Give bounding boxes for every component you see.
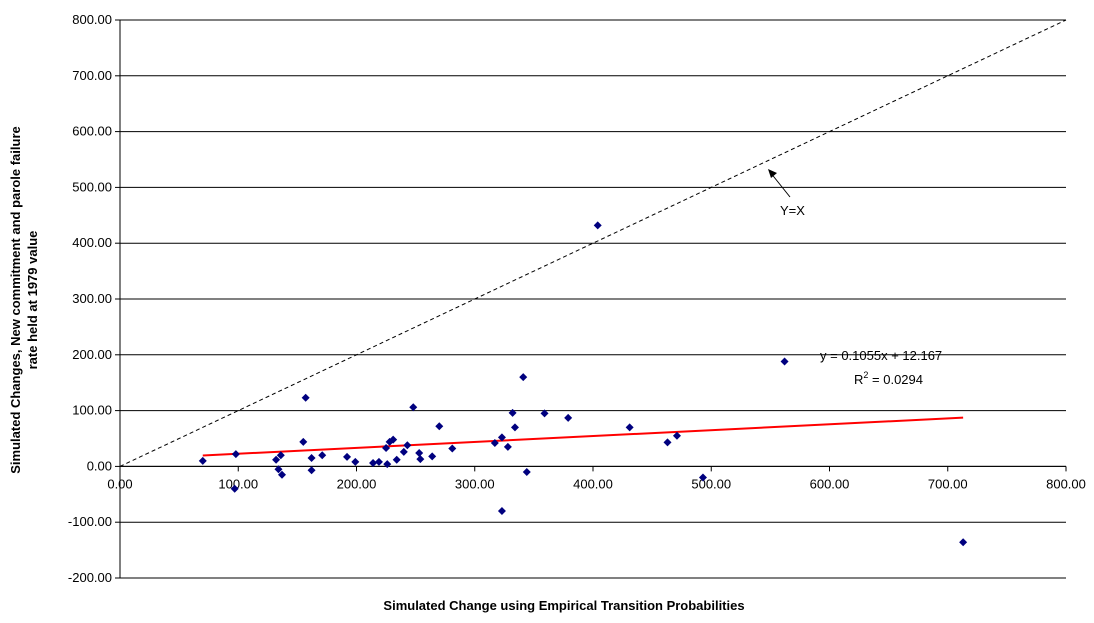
data-point bbox=[382, 443, 391, 452]
data-point bbox=[415, 449, 424, 458]
data-point bbox=[230, 484, 239, 493]
x-axis-ticks: 0.00 100.00 200.00 300.00 400.00 500.00 600.00… bbox=[107, 466, 1086, 491]
r2-prefix: R bbox=[854, 372, 863, 387]
data-points bbox=[198, 221, 968, 547]
trend-equation: y = 0.1055x + 12.167 bbox=[820, 348, 942, 363]
x-tick-label: 100.00 bbox=[218, 476, 258, 491]
data-point bbox=[351, 457, 360, 466]
data-point bbox=[278, 470, 287, 479]
y-axis-title-line-1: Simulated Changes, New commitment and pa… bbox=[8, 126, 23, 473]
y-tick-label: 600.00 bbox=[72, 124, 112, 139]
data-point bbox=[318, 451, 327, 460]
data-point bbox=[663, 438, 672, 447]
y-axis-ticks: -200.00 -100.00 0.00 100.00 200.00 300.00 400.… bbox=[68, 12, 120, 585]
y-tick-label: 300.00 bbox=[72, 291, 112, 306]
data-point bbox=[399, 447, 408, 456]
data-point bbox=[593, 221, 602, 230]
x-tick-label: 200.00 bbox=[337, 476, 377, 491]
y-tick-label: 500.00 bbox=[72, 179, 112, 194]
data-point bbox=[307, 466, 316, 475]
x-tick-label: 400.00 bbox=[573, 476, 613, 491]
data-point bbox=[198, 456, 207, 465]
data-point bbox=[490, 438, 499, 447]
gridlines bbox=[120, 19, 1066, 579]
data-point bbox=[698, 473, 707, 482]
data-point bbox=[307, 454, 316, 463]
x-tick-label: 500.00 bbox=[691, 476, 731, 491]
y-tick-label: 700.00 bbox=[72, 68, 112, 83]
data-point bbox=[540, 409, 549, 418]
x-tick-label: 700.00 bbox=[928, 476, 968, 491]
y-tick-label: 800.00 bbox=[72, 12, 112, 27]
data-point bbox=[510, 423, 519, 432]
x-axis-title: Simulated Change using Empirical Transit… bbox=[383, 598, 744, 613]
data-point bbox=[435, 422, 444, 431]
y-tick-label: -200.00 bbox=[68, 570, 112, 585]
r2-value: = 0.0294 bbox=[868, 372, 923, 387]
data-point bbox=[231, 450, 240, 459]
data-point bbox=[519, 373, 528, 382]
identity-arrow bbox=[769, 171, 791, 198]
x-tick-label: 600.00 bbox=[810, 476, 850, 491]
x-tick-label: 800.00 bbox=[1046, 476, 1086, 491]
x-tick-label: 0.00 bbox=[107, 476, 132, 491]
y-axis-title-line-2: rate held at 1979 value bbox=[25, 231, 40, 370]
y-tick-label: 0.00 bbox=[87, 458, 112, 473]
data-point bbox=[392, 455, 401, 464]
y-tick-label: 400.00 bbox=[72, 235, 112, 250]
data-point bbox=[299, 437, 308, 446]
data-point bbox=[276, 451, 285, 460]
data-point bbox=[959, 538, 968, 547]
r2-superscript: 2 bbox=[863, 370, 868, 380]
y-tick-label: 200.00 bbox=[72, 347, 112, 362]
y-tick-label: 100.00 bbox=[72, 403, 112, 418]
identity-arrow-head bbox=[768, 169, 777, 178]
identity-label: Y=X bbox=[780, 203, 805, 218]
y-axis-title: Simulated Changes, New commitment and pa… bbox=[8, 126, 40, 473]
data-point bbox=[625, 423, 634, 432]
data-point bbox=[383, 460, 392, 469]
data-point bbox=[780, 357, 789, 366]
identity-line bbox=[119, 19, 1067, 467]
data-point bbox=[389, 435, 398, 444]
data-point bbox=[409, 403, 418, 412]
data-point bbox=[497, 433, 506, 442]
data-point bbox=[374, 457, 383, 466]
data-point bbox=[272, 455, 281, 464]
r-squared: R2 = 0.0294 bbox=[854, 370, 923, 387]
data-point bbox=[672, 431, 681, 440]
data-point bbox=[343, 452, 352, 461]
data-point bbox=[403, 441, 412, 450]
y-tick-label: -100.00 bbox=[68, 514, 112, 529]
data-point bbox=[497, 507, 506, 516]
data-point bbox=[301, 393, 310, 402]
data-point bbox=[369, 459, 378, 468]
data-point bbox=[522, 467, 531, 476]
data-point bbox=[564, 413, 573, 422]
data-point bbox=[428, 452, 437, 461]
x-tick-label: 300.00 bbox=[455, 476, 495, 491]
data-point bbox=[448, 444, 457, 453]
trendline bbox=[202, 416, 964, 457]
data-point bbox=[508, 408, 517, 417]
data-point bbox=[416, 455, 425, 464]
data-point bbox=[503, 442, 512, 451]
data-point bbox=[274, 465, 283, 474]
